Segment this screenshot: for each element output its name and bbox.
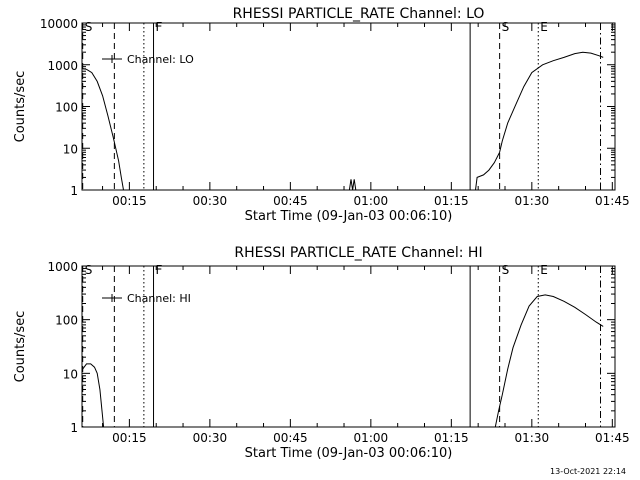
y-tick-label: 1000 [47,59,78,73]
hi-channel-panel: RHESSI PARTICLE_RATE Channel: HI 1 10 100 10… [13,245,630,461]
lo-channel-panel: RHESSI PARTICLE_RATE Channel: LO 1 10 100 10… [13,6,630,224]
count-rate-series [475,51,604,191]
y-axis-label: Counts/sec [13,311,28,383]
x-tick-label: 01:30 [515,194,550,208]
x-tick-label: 00:45 [273,431,308,445]
chart-title: RHESSI PARTICLE_RATE Channel: LO [233,6,485,22]
x-tick-label: 01:15 [434,194,469,208]
x-tick-label: 01:30 [515,431,550,445]
x-tick-label: 01:45 [595,431,630,445]
y-tick-label: 1000 [47,260,78,274]
time-marker-label: F [156,20,163,34]
y-tick-label: 100 [55,314,78,328]
time-marker-label: S [85,20,93,34]
time-marker-label: S [85,263,93,277]
x-tick-label: 01:45 [595,194,630,208]
count-rate-series [348,179,357,191]
x-tick-label: 01:00 [354,194,389,208]
x-tick-label: 00:15 [112,194,147,208]
time-marker-label: E [540,263,548,277]
count-rate-series [82,68,124,191]
plot-frame [81,22,616,191]
x-axis-label: Start Time (09-Jan-03 00:06:10) [245,446,453,461]
chart-title: RHESSI PARTICLE_RATE Channel: HI [234,245,482,261]
x-axis-label: Start Time (09-Jan-03 00:06:10) [245,209,453,224]
x-tick-label: 01:15 [434,431,469,445]
x-tick-label: 01:00 [354,431,389,445]
y-tick-label: 1 [70,184,78,198]
time-marker-label: S [502,20,510,34]
y-tick-label: 10 [63,367,78,381]
count-rate-series [494,294,604,428]
y-axis-label: Counts/sec [13,71,28,143]
x-tick-label: 00:15 [112,431,147,445]
x-tick-label: 00:30 [193,194,228,208]
time-marker-label: F [156,263,163,277]
plot-frame [81,265,616,428]
legend-label: Channel: LO [127,53,194,66]
legend-label: Channel: HI [127,292,191,305]
time-marker-label: S [502,263,510,277]
y-tick-label: 1 [70,421,78,435]
x-tick-label: 00:30 [193,431,228,445]
count-rate-series [82,363,105,428]
x-tick-label: 00:45 [273,194,308,208]
time-marker-label: E [540,20,548,34]
y-tick-label: 10000 [40,17,78,31]
plot-timestamp: 13-Oct-2021 22:14 [550,467,626,476]
y-tick-label: 10 [63,142,78,156]
y-tick-label: 100 [55,101,78,115]
